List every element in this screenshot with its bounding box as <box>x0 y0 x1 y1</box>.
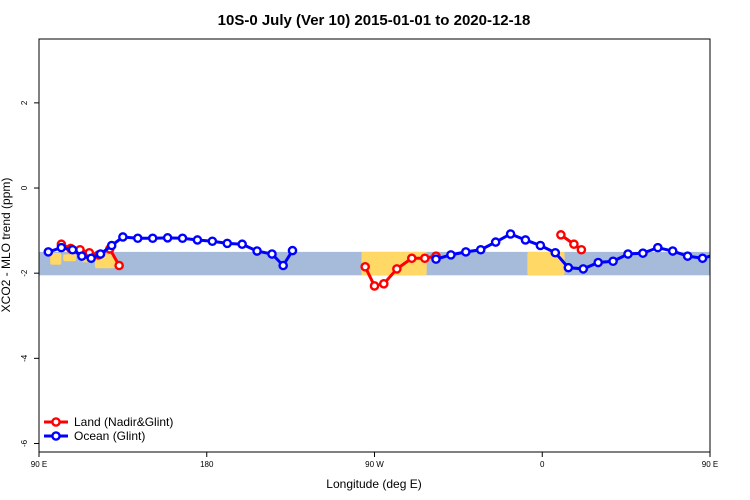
x-tick-label: 180 <box>200 460 214 469</box>
y-tick-label: -4 <box>20 354 29 362</box>
data-point <box>446 250 456 260</box>
legend-swatch-point <box>51 417 61 427</box>
data-point <box>556 230 566 240</box>
legend-label: Land (Nadir&Glint) <box>74 415 173 429</box>
y-tick-label: -2 <box>20 269 29 277</box>
x-tick-label: 0 <box>540 460 545 469</box>
data-point <box>490 237 501 247</box>
data-point <box>162 233 173 243</box>
x-tick-label: 90 W <box>365 460 384 469</box>
data-point <box>192 235 203 245</box>
data-point <box>569 239 579 250</box>
data-point <box>77 251 87 261</box>
data-point <box>222 238 233 249</box>
data-point <box>237 239 247 250</box>
data-point <box>106 240 117 251</box>
y-axis-label: XCO2 - MLO trend (ppm) <box>0 178 13 313</box>
data-point <box>714 250 721 257</box>
data-point <box>267 249 277 259</box>
y-tick-label: 0 <box>20 185 29 190</box>
plot-frame <box>38 38 711 453</box>
chart-title: 10S-0 July (Ver 10) 2015-01-01 to 2020-1… <box>218 12 531 29</box>
data-point <box>744 234 750 241</box>
data-point <box>520 235 531 245</box>
data-point <box>505 229 516 239</box>
legend-swatch-point <box>51 431 61 441</box>
data-point <box>86 253 96 264</box>
x-axis-label: Longitude (deg E) <box>326 477 421 491</box>
data-point <box>252 246 262 256</box>
data-point <box>95 249 106 259</box>
data-point <box>43 247 54 257</box>
data-point <box>118 232 128 242</box>
data-point <box>638 248 648 258</box>
data-point <box>461 247 471 257</box>
data-point <box>67 244 78 255</box>
data-point <box>379 279 389 289</box>
data-point <box>729 241 736 248</box>
data-point <box>369 281 380 291</box>
data-point <box>287 245 298 256</box>
data-point <box>550 247 561 258</box>
legend: Land (Nadir&Glint)Ocean (Glint) <box>44 415 173 443</box>
land-mass <box>50 253 62 265</box>
data-point <box>431 254 441 264</box>
data-point <box>207 236 218 247</box>
data-point <box>475 244 486 255</box>
series-line <box>732 244 750 265</box>
data-point <box>623 249 633 259</box>
land-mass <box>721 253 732 265</box>
data-point <box>177 233 188 244</box>
y-axis-ticks: 2 0 -2 -4 -6 <box>20 100 39 447</box>
data-point <box>420 253 430 264</box>
data-point <box>360 261 370 272</box>
data-point <box>682 251 693 261</box>
data-point <box>578 264 589 274</box>
data-point <box>729 242 736 249</box>
land-mass <box>109 257 116 265</box>
x-axis-ticks: 90 E 180 90 W 0 90 E <box>31 452 718 469</box>
x-tick-label: 90 E <box>31 460 47 469</box>
data-point <box>563 262 574 273</box>
data-point <box>576 244 587 255</box>
data-point <box>738 245 745 252</box>
data-point <box>535 240 546 251</box>
y-tick-label: 2 <box>20 100 29 105</box>
data-point <box>56 242 67 253</box>
data-point <box>608 256 618 267</box>
series-layer <box>43 229 750 291</box>
data-point <box>114 260 124 271</box>
series-ocean <box>43 229 750 274</box>
data-point <box>667 246 678 256</box>
data-point <box>593 257 603 268</box>
land-mass <box>734 254 747 261</box>
legend-label: Ocean (Glint) <box>74 429 145 443</box>
y-tick-label: -6 <box>20 439 29 447</box>
data-point <box>392 264 402 274</box>
data-point <box>653 242 663 253</box>
map-band <box>39 251 747 276</box>
land-mass <box>63 254 77 262</box>
x-tick-label: 90 E <box>702 460 718 469</box>
data-point <box>406 253 417 264</box>
data-point <box>697 253 708 264</box>
data-point <box>132 233 143 244</box>
data-point <box>147 233 158 244</box>
land-mass <box>527 251 565 276</box>
data-point <box>278 260 288 271</box>
